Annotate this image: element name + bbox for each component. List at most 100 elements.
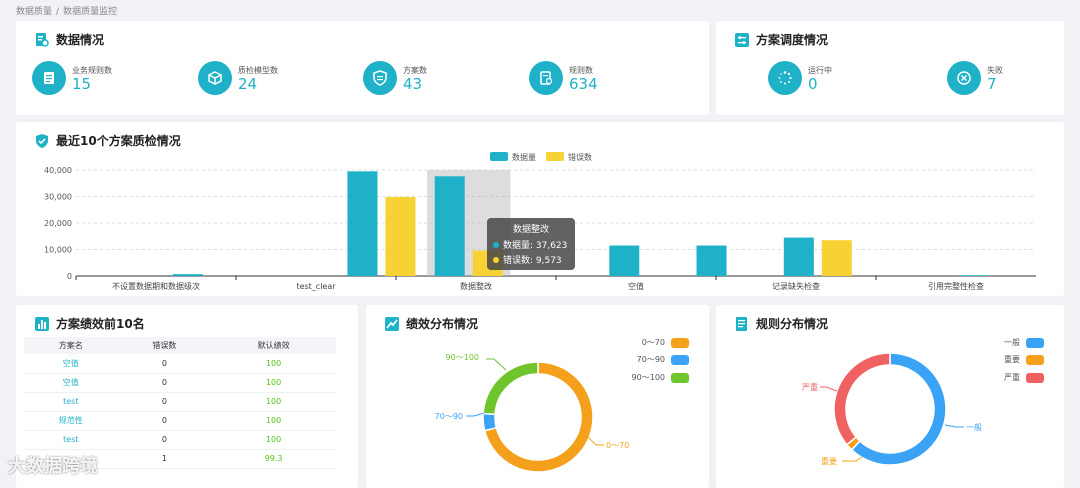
spinner-icon	[768, 61, 802, 95]
close-circle-icon	[947, 61, 981, 95]
shield-list-icon	[363, 61, 397, 95]
perf-donut-chart: 0～70 70～90 90～100	[435, 353, 629, 473]
bar-error-count	[385, 197, 416, 276]
stat-value[interactable]: 634	[569, 74, 598, 93]
donut-slice	[482, 412, 498, 432]
rules-title: 规则分布情况	[734, 315, 828, 332]
slice-label: 90～100	[446, 353, 479, 362]
rank-title: 方案绩效前10名	[34, 315, 145, 332]
bar-data-volume	[958, 275, 989, 276]
bar-data-volume	[434, 176, 465, 276]
donut-slice	[482, 361, 539, 416]
score: 100	[211, 430, 336, 450]
x-tick-label: 记录缺失检查	[772, 281, 820, 291]
x-tick-label: 空值	[628, 281, 644, 291]
recent-chart-title: 最近10个方案质检情况	[34, 132, 181, 149]
shield-check-icon	[36, 133, 48, 148]
legend-item[interactable]: 严重	[1004, 372, 1044, 383]
tooltip-line1: 数据量: 37,623	[503, 241, 568, 251]
score: 99.3	[211, 449, 336, 469]
stat-running: 运行中 0	[768, 61, 832, 95]
stat-qc-models: 质检模型数 24	[198, 61, 278, 95]
label-leader	[842, 456, 863, 462]
sliders-icon	[735, 32, 749, 47]
bar-error-count	[821, 240, 852, 276]
plan-name-link[interactable]: 规范性	[24, 411, 118, 431]
score: 100	[211, 392, 336, 412]
label-leader	[585, 434, 604, 446]
table-header-row: 方案名 错误数 默认绩效	[24, 337, 336, 354]
stat-value[interactable]: 0	[808, 74, 818, 93]
stat-rules: 规则数 634	[529, 61, 598, 95]
rule-doc-icon	[529, 61, 563, 95]
plan-name-link[interactable]: 空值	[24, 373, 118, 393]
plan-name-link[interactable]	[24, 449, 118, 469]
stat-plans: 方案数 43	[363, 61, 427, 95]
slice-label: 0～70	[606, 441, 629, 450]
slice-label: 重要	[821, 456, 837, 466]
table-row: 规范性 0 100	[24, 411, 336, 431]
slice-label: 一般	[966, 422, 982, 432]
x-tick-label: 引用完整性检查	[928, 281, 984, 291]
label-leader	[944, 424, 964, 428]
y-tick-label: 40,000	[44, 166, 72, 175]
stat-value[interactable]: 43	[403, 74, 423, 93]
stat-label: 业务规则数	[72, 65, 112, 75]
label-leader	[820, 386, 838, 392]
stat-failed: 失败 7	[947, 61, 1003, 95]
plan-name-link[interactable]: test	[24, 430, 118, 450]
rules-card: 规则分布情况 一般 重要 严重 一般 重要 严重	[716, 305, 1064, 488]
table-row: test 0 100	[24, 392, 336, 412]
recent-chart-card: 最近10个方案质检情况 数据量 错误数 0 10,000 20,000 30,000 40,…	[16, 122, 1064, 296]
legend-item[interactable]: 90～100	[632, 372, 689, 383]
slice-label: 严重	[802, 382, 818, 392]
cube-icon	[198, 61, 232, 95]
legend-item[interactable]: 重要	[1004, 354, 1044, 365]
bar-data-volume	[172, 274, 203, 276]
perf-card: 绩效分布情况 0～70 70～90 90～100 0～70 70～90 90～100	[366, 305, 709, 488]
stat-label: 质检模型数	[238, 65, 278, 75]
data-overview-card: 数据情况 业务规则数 15 质检模型数 24 方案数 43 规则数 634	[16, 21, 709, 115]
bar-data-volume	[347, 171, 378, 276]
legend-item[interactable]: 一般	[1004, 337, 1044, 348]
error-count: 1	[117, 449, 212, 469]
rule-doc-icon	[736, 316, 747, 331]
stat-value[interactable]: 15	[72, 74, 92, 93]
y-tick-label: 20,000	[44, 219, 72, 228]
legend-item[interactable]: 70～90	[637, 354, 689, 365]
col-errors: 错误数	[117, 337, 212, 354]
plan-name-link[interactable]: 空值	[24, 354, 118, 374]
col-plan-name: 方案名	[24, 337, 118, 354]
chart-tooltip: 数据整改 数据量: 37,623 错误数: 9,573	[487, 218, 575, 270]
document-icon	[32, 61, 66, 95]
error-count: 0	[117, 411, 212, 431]
breadcrumb-current: 数据质量监控	[63, 7, 118, 17]
x-tick-label: test_clear	[296, 282, 336, 291]
table-row: 1 99.3	[24, 449, 336, 469]
error-count: 0	[117, 392, 212, 412]
stat-label: 规则数	[569, 65, 593, 75]
trend-icon	[385, 316, 399, 331]
stat-business-rules: 业务规则数 15	[32, 61, 112, 95]
legend-swatch	[546, 152, 564, 161]
schedule-title: 方案调度情况	[734, 31, 828, 48]
legend-label: 错误数	[568, 152, 592, 162]
stat-value[interactable]: 7	[987, 74, 997, 93]
stat-label: 方案数	[403, 65, 427, 75]
stat-value[interactable]: 24	[238, 74, 258, 93]
breadcrumb-parent[interactable]: 数据质量	[16, 7, 53, 17]
bar-data-volume	[696, 245, 727, 276]
perf-title: 绩效分布情况	[384, 315, 478, 332]
x-tick-label: 不设置数据期和数据级次	[112, 281, 200, 291]
tooltip-dot	[493, 256, 499, 263]
legend-item[interactable]: 0～70	[642, 337, 689, 348]
tooltip-title: 数据整改	[512, 225, 549, 235]
y-tick-label: 0	[67, 272, 72, 281]
tooltip-line2: 错误数: 9,573	[503, 256, 562, 266]
table-row: 空值 0 100	[24, 373, 336, 393]
bar-chart-icon	[35, 316, 49, 331]
y-tick-label: 30,000	[44, 193, 72, 202]
error-count: 0	[117, 354, 212, 374]
plan-name-link[interactable]: test	[24, 392, 118, 412]
